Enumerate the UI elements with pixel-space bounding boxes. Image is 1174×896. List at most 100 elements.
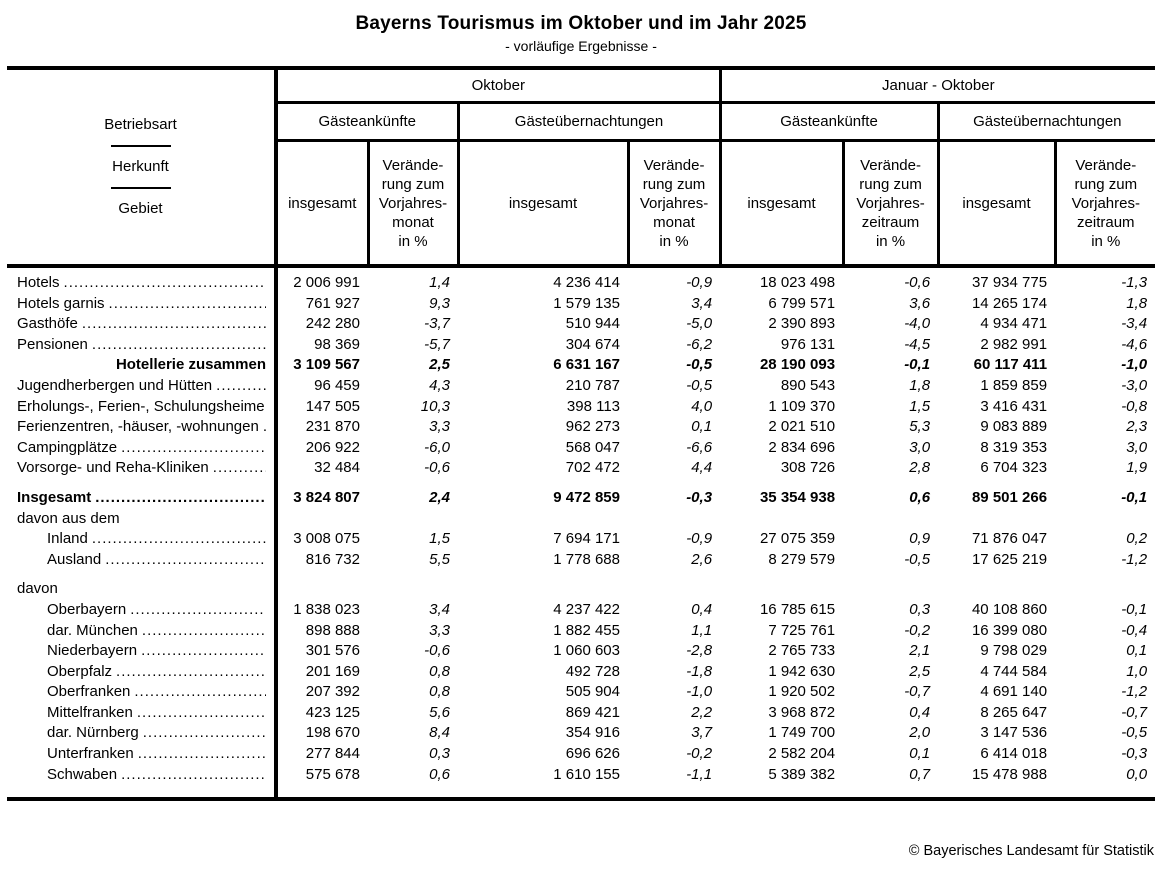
cell-total: 147 505 [305,397,360,415]
cell-change-percent: 3,3 [429,621,450,639]
page-subtitle: - vorläufige Ergebnisse - [505,38,657,54]
cell-total: 32 484 [314,459,360,477]
cell-change-percent: 1,1 [691,621,713,639]
row-label: Mittelfranken [47,703,133,721]
cell-change-percent: -5,0 [686,315,713,333]
row-label: davon [17,580,58,598]
cell-change-percent: 2,2 [691,703,713,721]
dot-leader [216,376,266,397]
cell-total: 962 273 [565,418,620,436]
cell-change-percent: -0,5 [686,376,713,394]
cell-total: 301 576 [305,642,360,660]
table-row: Oberpfalz 201 169 0,8 492 728 -1,8 1 942 630 2… [7,661,1155,683]
cell-change-percent [368,509,458,530]
divider-line [110,187,171,189]
row-label-cell: Ferienzentren, -häuser, -wohnungen [7,417,278,438]
cell-total: 2 834 696 [768,438,836,456]
row-label-cell: Erholungs-, Ferien-, Schulungsheime [7,396,278,418]
dot-leader [92,529,266,550]
cell-change-percent: -3,7 [424,315,450,333]
cell-total: 28 190 093 [759,356,836,374]
cell-total: 5 389 382 [768,765,836,783]
cell-total: 16 785 615 [759,600,836,618]
cell-total: 4 236 414 [553,274,620,291]
cell-change-percent: 2,4 [429,488,450,506]
cell-total: 4 744 584 [980,662,1048,680]
cell-change-percent: -4,0 [904,315,931,333]
table-row: Pensionen 98 369 -5,7 304 674 -6,2 976 131 -4,… [7,334,1155,356]
cell-change-percent: 0,4 [909,703,931,721]
row-label-cell: Unterfranken [7,744,278,765]
title-block: Bayerns Tourismus im Oktober und im Jahr… [7,13,1155,54]
col-header-insgesamt: insgesamt [274,139,370,268]
row-label: Jugendherbergen und Hütten [17,376,213,394]
row-label-cell: Vorsorge- und Reha-Kliniken [7,458,278,479]
row-label: Oberbayern [47,600,127,618]
column-group-oktober: Oktober [274,66,722,104]
col-header-insgesamt: insgesamt [456,139,630,268]
cell-change-percent: -6,2 [686,335,713,353]
cell-total: 510 944 [565,315,620,333]
cell-change-percent: -2,8 [686,642,713,660]
cell-change-percent: 1,0 [1126,662,1148,680]
cell-change-percent: -0,2 [904,621,931,639]
table-row: davon [7,570,1155,600]
cell-change-percent: -0,5 [904,550,931,568]
cell-total: 98 369 [314,335,360,353]
row-label: Campingplätze [17,438,118,456]
row-label: dar. Nürnberg [47,724,139,742]
cell-change-percent: -1,2 [1121,683,1148,701]
cell-total: 4 934 471 [980,315,1048,333]
cell-change-percent: 9,3 [429,294,450,312]
cell-change-percent: -0,4 [1121,621,1148,639]
cell-total: 9 472 859 [553,488,620,506]
cell-total: 2 582 204 [768,745,836,763]
table-row: dar. München 898 888 3,3 1 882 455 1,1 7 725 … [7,620,1155,642]
table-row: Niederbayern 301 576 -0,6 1 060 603 -2,8 2 76… [7,641,1155,662]
cell-total: 1 060 603 [553,642,620,660]
cell-total: 6 799 571 [768,294,836,312]
cell-total: 7 725 761 [768,621,836,639]
cell-total: 277 844 [305,745,360,763]
row-label-cell: Schwaben [7,764,278,800]
cell-change-percent [1055,570,1155,600]
dot-leader [82,314,266,335]
cell-change-percent: -0,7 [1121,703,1148,721]
cell-total: 8 265 647 [980,703,1048,721]
stub-header-herkunft: Herkunft [112,158,169,175]
cell-total [938,509,1055,530]
row-label-cell: Insgesamt [7,478,278,509]
cell-total: 702 472 [565,459,620,477]
cell-total: 9 798 029 [980,642,1048,660]
cell-change-percent: 0,0 [1126,765,1148,783]
cell-total [458,570,628,600]
cell-change-percent: 8,4 [429,724,450,742]
cell-total: 1 859 859 [980,376,1048,394]
cell-total: 18 023 498 [759,274,836,291]
row-label: Pensionen [17,335,88,353]
table-row: Oberbayern 1 838 023 3,4 4 237 422 0,4 16 785… [7,599,1155,621]
cell-total [458,509,628,530]
row-label: Hotels garnis [17,294,105,312]
cell-change-percent: -4,6 [1121,335,1148,353]
cell-change-percent: -0,9 [686,274,713,291]
row-label-cell: Mittelfranken [7,702,278,724]
cell-change-percent: 0,8 [429,683,450,701]
cell-change-percent: 4,4 [691,459,713,477]
cell-total: 210 787 [565,376,620,394]
cell-change-percent: 1,8 [909,376,931,394]
cell-change-percent: 0,2 [1126,530,1148,548]
cell-change-percent: -6,0 [424,438,450,456]
cell-total: 1 882 455 [553,621,620,639]
row-label: Hotellerie zusammen [115,356,266,374]
cell-total: 2 765 733 [768,642,836,660]
row-label: Unterfranken [47,745,134,763]
cell-change-percent: 3,0 [909,438,931,456]
cell-change-percent: -0,5 [1121,724,1148,742]
cell-total: 207 392 [305,683,360,701]
dot-leader [121,765,266,786]
cell-change-percent: -0,7 [904,683,931,701]
row-label: Vorsorge- und Reha-Kliniken [17,459,209,477]
stub-header: Betriebsart Herkunft Gebiet [9,116,272,218]
